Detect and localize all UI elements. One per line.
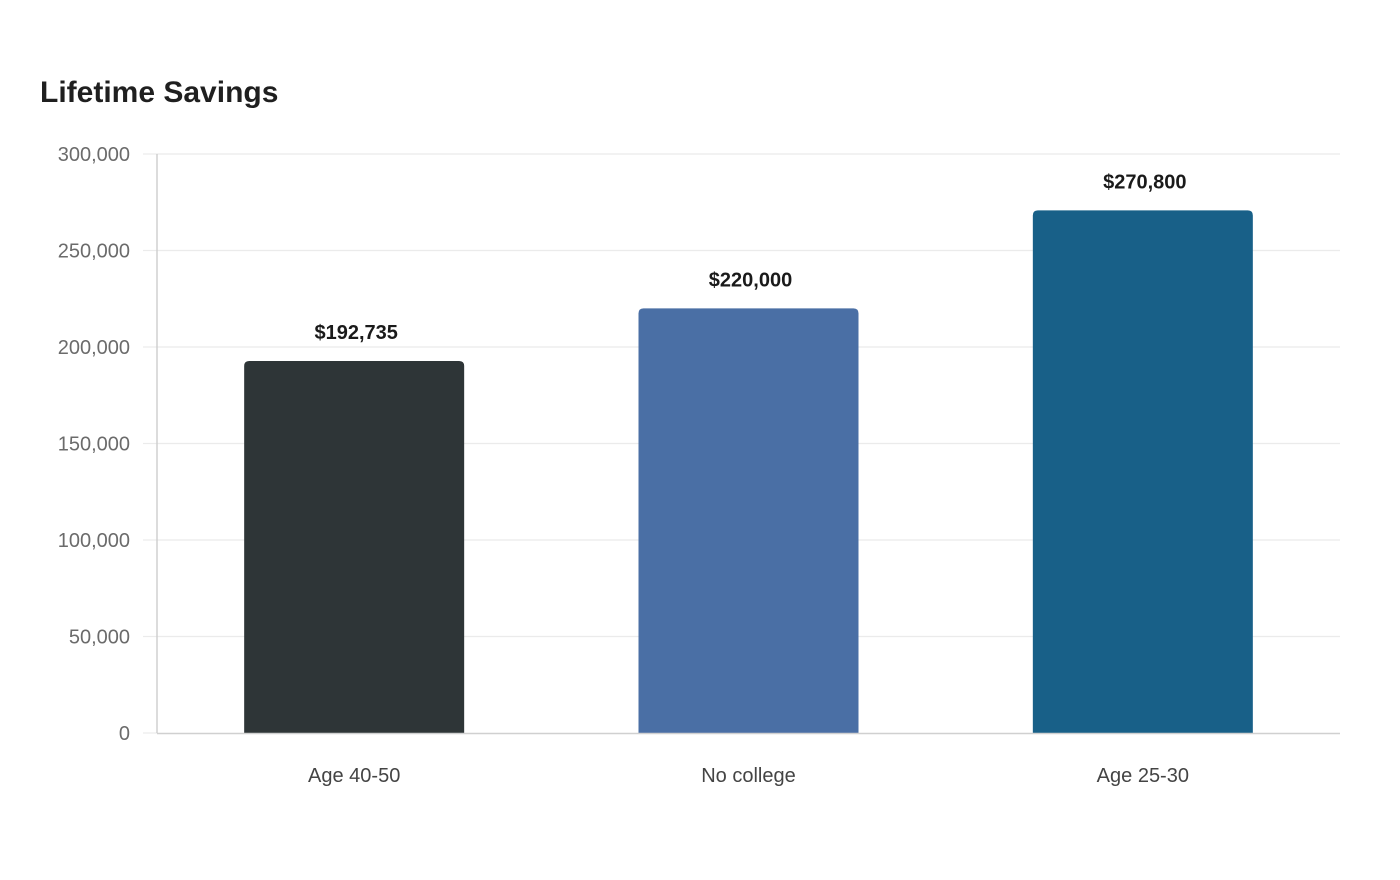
- data-label: $220,000: [709, 269, 792, 291]
- y-axis-ticks: 0 50,000 100,000 150,000 200,000 250,000 300,0…: [58, 144, 130, 745]
- bar-age-25-30[interactable]: [1032, 210, 1253, 733]
- y-tick-label: 300,000: [58, 144, 130, 166]
- y-tick-label: 50,000: [69, 627, 130, 649]
- x-tick-label: No college: [701, 765, 796, 787]
- x-axis-labels: Age 40-50 No college Age 25-30: [308, 765, 1189, 787]
- bar-age-40-50[interactable]: [244, 361, 465, 733]
- y-tick-label: 200,000: [58, 337, 130, 359]
- data-label: $192,735: [314, 322, 397, 344]
- chart-title: Lifetime Savings: [40, 76, 279, 109]
- bars: [244, 210, 1253, 733]
- y-tick-label: 0: [119, 723, 130, 745]
- data-labels: $192,735 $220,000 $270,800: [314, 171, 1186, 344]
- y-tick-label: 250,000: [58, 241, 130, 263]
- axes: [156, 154, 1340, 735]
- x-tick-label: Age 25-30: [1097, 765, 1189, 787]
- data-label: $270,800: [1103, 171, 1186, 193]
- bar-no-college[interactable]: [638, 308, 859, 733]
- y-tick-label: 150,000: [58, 434, 130, 456]
- x-tick-label: Age 40-50: [308, 765, 400, 787]
- y-tick-label: 100,000: [58, 530, 130, 552]
